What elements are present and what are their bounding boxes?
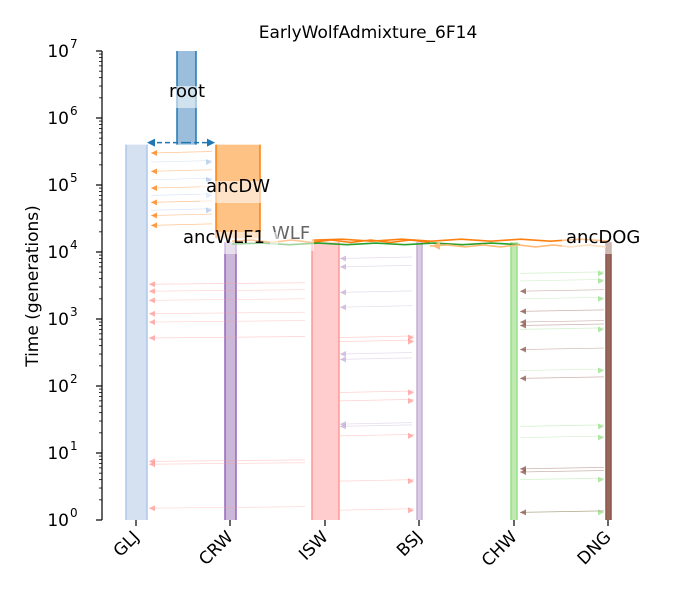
deme-isw [311, 242, 340, 521]
label-bg-ancdog [562, 232, 656, 254]
y-tick-label-4: 10 [47, 243, 69, 263]
deme-crw [224, 242, 237, 521]
y-tick-label-3: 10 [47, 310, 69, 330]
y-tick-exp-1: 1 [70, 439, 78, 453]
migrations-isw-bsj [339, 255, 413, 430]
y-tick-label-1: 10 [47, 444, 69, 464]
y-tick-label-6: 10 [47, 109, 69, 129]
migrations-bsj-isw [339, 334, 415, 514]
y-tick-exp-4: 4 [70, 238, 78, 252]
label-bg-ancwlf1 [182, 232, 278, 254]
x-tick-label-glj: GLJ [110, 527, 144, 561]
x-tick-label-dng: DNG [574, 527, 616, 569]
y-tick-label-2: 10 [47, 377, 69, 397]
y-tick-label-0: 10 [47, 511, 69, 531]
x-tick-label-crw: CRW [195, 527, 237, 569]
label-bg-root [166, 86, 210, 108]
x-tick-label-chw: CHW [478, 527, 522, 571]
deme-label-root: root [169, 81, 205, 102]
y-axis-label: Time (generations) [23, 205, 43, 368]
y-tick-exp-6: 6 [70, 104, 78, 118]
deme-dng [605, 242, 612, 521]
deme-label-layer: WLF root ancDW ancWLF1 ancDOG [166, 81, 656, 254]
ancestry-line-ancdw-dog [311, 238, 611, 243]
y-tick-label-7: 10 [47, 42, 69, 62]
ancestry-arrowhead [432, 241, 440, 250]
migrations-chw-dng [519, 288, 605, 516]
deme-chw [510, 242, 518, 521]
x-tick-label-bsj: BSJ [393, 527, 426, 560]
chart-title: EarlyWolfAdmixture_6F14 [259, 23, 478, 43]
deme-label-ancdog: ancDOG [566, 227, 640, 248]
label-bg-ancdw [200, 181, 276, 203]
deme-layer [125, 51, 612, 521]
deme-label-ancdw: ancDW [206, 176, 270, 197]
y-tick-exp-5: 5 [70, 171, 78, 185]
y-tick-label-5: 10 [47, 176, 69, 196]
y-tick-exp-2: 2 [70, 372, 78, 386]
deme-label-wlf: WLF [272, 223, 310, 244]
migrations-glj-isw [148, 281, 306, 512]
deme-label-ancwlf1: ancWLF1 [183, 227, 265, 248]
deme-bsj [416, 242, 423, 521]
label-bg-wlf [270, 229, 314, 251]
y-tick-exp-7: 7 [70, 37, 78, 51]
y-tick-exp-0: 0 [70, 506, 78, 520]
migrations-dng-chw [519, 270, 605, 516]
y-tick-exp-3: 3 [70, 305, 78, 319]
deme-glj [125, 144, 148, 520]
x-tick-label-isw: ISW [295, 527, 332, 564]
